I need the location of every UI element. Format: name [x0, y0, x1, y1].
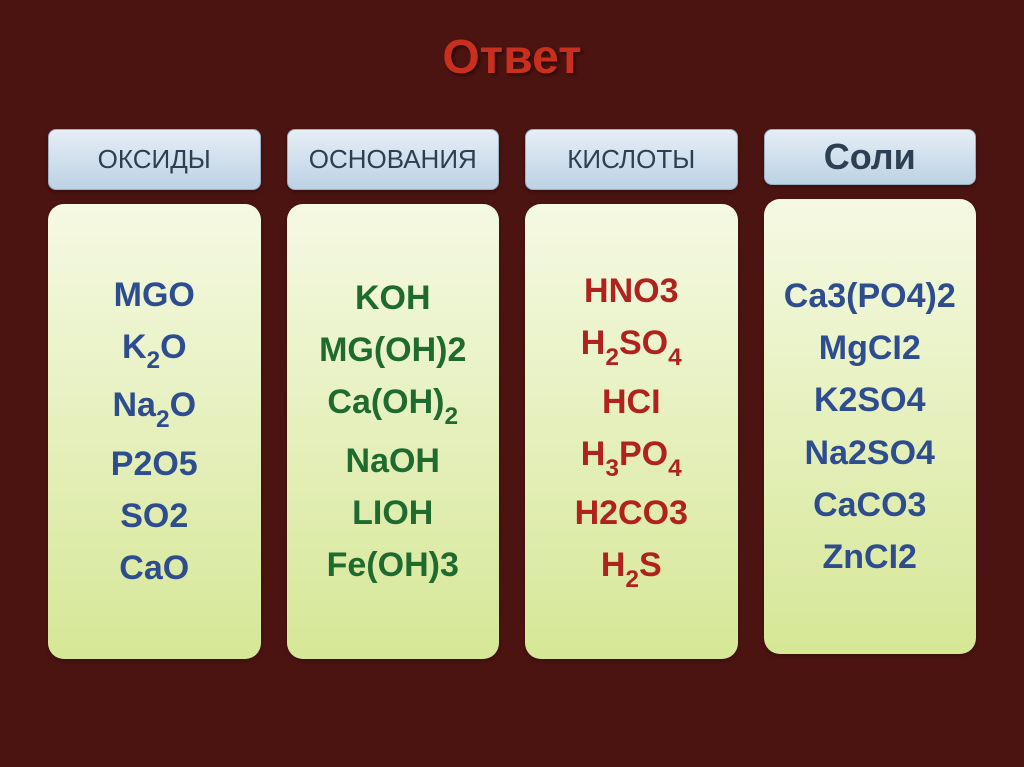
formula-item: KOH — [301, 278, 486, 318]
formula-item: P2O5 — [62, 444, 247, 484]
slide-title: Ответ — [48, 30, 976, 85]
column-header: КИСЛОТЫ — [525, 129, 738, 190]
content-box: Ca3(PO4)2 MgCI2 K2SO4 Na2SO4 CaCO3 ZnCI2 — [764, 199, 977, 654]
formula-item: Na2O — [62, 385, 247, 432]
column-header: ОСНОВАНИЯ — [287, 129, 500, 190]
column: ОКСИДЫ MGO K2O Na2O P2O5 SO2 CaO — [48, 129, 261, 659]
formula-item: H2CO3 — [539, 493, 724, 533]
column: КИСЛОТЫ HNO3 H2SO4 HCI H3PO4 H2CO3 H2S — [525, 129, 738, 659]
formula-item: NaOH — [301, 441, 486, 481]
formula-item: ZnCI2 — [778, 537, 963, 577]
content-box: HNO3 H2SO4 HCI H3PO4 H2CO3 H2S — [525, 204, 738, 659]
formula-item: H2SO4 — [539, 323, 724, 370]
column: ОСНОВАНИЯ KOH MG(OH)2 Ca(OH)2 NaOH LIOH Fe(OH)… — [287, 129, 500, 659]
formula-item: MG(OH)2 — [301, 330, 486, 370]
column-header: ОКСИДЫ — [48, 129, 261, 190]
formula-item: LIOH — [301, 493, 486, 533]
formula-item: Na2SO4 — [778, 433, 963, 473]
column: Соли Ca3(PO4)2 MgCI2 K2SO4 Na2SO4 CaCO3 ZnCI2 — [764, 129, 977, 659]
formula-item: MgCI2 — [778, 328, 963, 368]
formula-item: HCI — [539, 382, 724, 422]
formula-item: H2S — [539, 545, 724, 592]
formula-item: Ca3(PO4)2 — [778, 276, 963, 316]
slide: Ответ ОКСИДЫ MGO K2O Na2O P2O5 SO2 CaO ОСНОВАНИ… — [0, 0, 1024, 767]
formula-item: CaCO3 — [778, 485, 963, 525]
formula-item: SO2 — [62, 496, 247, 536]
formula-item: Fe(OH)3 — [301, 545, 486, 585]
content-box: MGO K2O Na2O P2O5 SO2 CaO — [48, 204, 261, 659]
formula-item: Ca(OH)2 — [301, 382, 486, 429]
column-header: Соли — [764, 129, 977, 185]
columns-container: ОКСИДЫ MGO K2O Na2O P2O5 SO2 CaO ОСНОВАНИЯ KOH MG… — [48, 129, 976, 659]
formula-item: H3PO4 — [539, 434, 724, 481]
formula-item: K2SO4 — [778, 380, 963, 420]
content-box: KOH MG(OH)2 Ca(OH)2 NaOH LIOH Fe(OH)3 — [287, 204, 500, 659]
formula-item: HNO3 — [539, 271, 724, 311]
formula-item: K2O — [62, 327, 247, 374]
formula-item: CaO — [62, 548, 247, 588]
formula-item: MGO — [62, 275, 247, 315]
